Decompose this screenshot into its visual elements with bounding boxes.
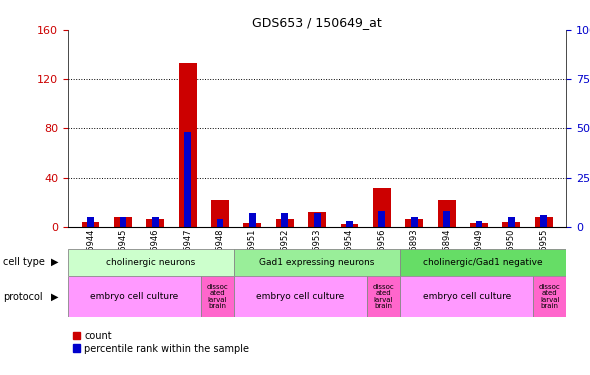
Text: cholinergic neurons: cholinergic neurons [106,258,195,267]
Text: ▶: ▶ [51,292,58,302]
Bar [405,219,423,227]
Bar [308,212,326,227]
Text: Gad1 expressing neurons: Gad1 expressing neurons [260,258,375,267]
Bar [508,217,514,227]
Text: cholinergic/Gad1 negative: cholinergic/Gad1 negative [424,258,543,267]
Bar [146,219,164,227]
Bar [476,221,483,227]
Bar [281,213,288,227]
Title: GDS653 / 150649_at: GDS653 / 150649_at [253,16,382,29]
Bar [470,223,488,227]
Bar [443,211,450,227]
Bar [411,217,418,227]
Bar [211,200,229,227]
Bar [533,276,566,317]
Bar [503,222,520,227]
Text: embryo cell culture: embryo cell culture [257,292,345,301]
Bar [276,219,294,227]
Bar [249,213,255,227]
Text: ▶: ▶ [51,257,58,267]
Bar [535,217,553,227]
Bar [234,249,400,276]
Bar [114,217,132,227]
Text: cell type: cell type [3,257,45,267]
Bar [120,217,126,227]
Bar [87,217,94,227]
Bar [68,249,234,276]
Bar [340,224,358,227]
Bar [314,213,320,227]
Bar [217,219,224,227]
Bar [400,276,533,317]
Text: dissoc
ated
larval
brain: dissoc ated larval brain [539,284,560,309]
Bar [152,217,159,227]
Bar [400,249,566,276]
Bar [346,221,353,227]
Legend: count, percentile rank within the sample: count, percentile rank within the sample [73,331,250,354]
Bar [379,211,385,227]
Bar [201,276,234,317]
Bar [81,222,99,227]
Bar [244,223,261,227]
Text: protocol: protocol [3,292,42,302]
Text: dissoc
ated
larval
brain: dissoc ated larval brain [373,284,395,309]
Text: embryo cell culture: embryo cell culture [422,292,511,301]
Text: embryo cell culture: embryo cell culture [90,292,178,301]
Bar [438,200,455,227]
Bar [68,276,201,317]
Bar [373,188,391,227]
Bar [234,276,367,317]
Bar [184,132,191,227]
Bar [540,215,547,227]
Bar [179,63,196,227]
Text: dissoc
ated
larval
brain: dissoc ated larval brain [206,284,228,309]
Bar [367,276,400,317]
